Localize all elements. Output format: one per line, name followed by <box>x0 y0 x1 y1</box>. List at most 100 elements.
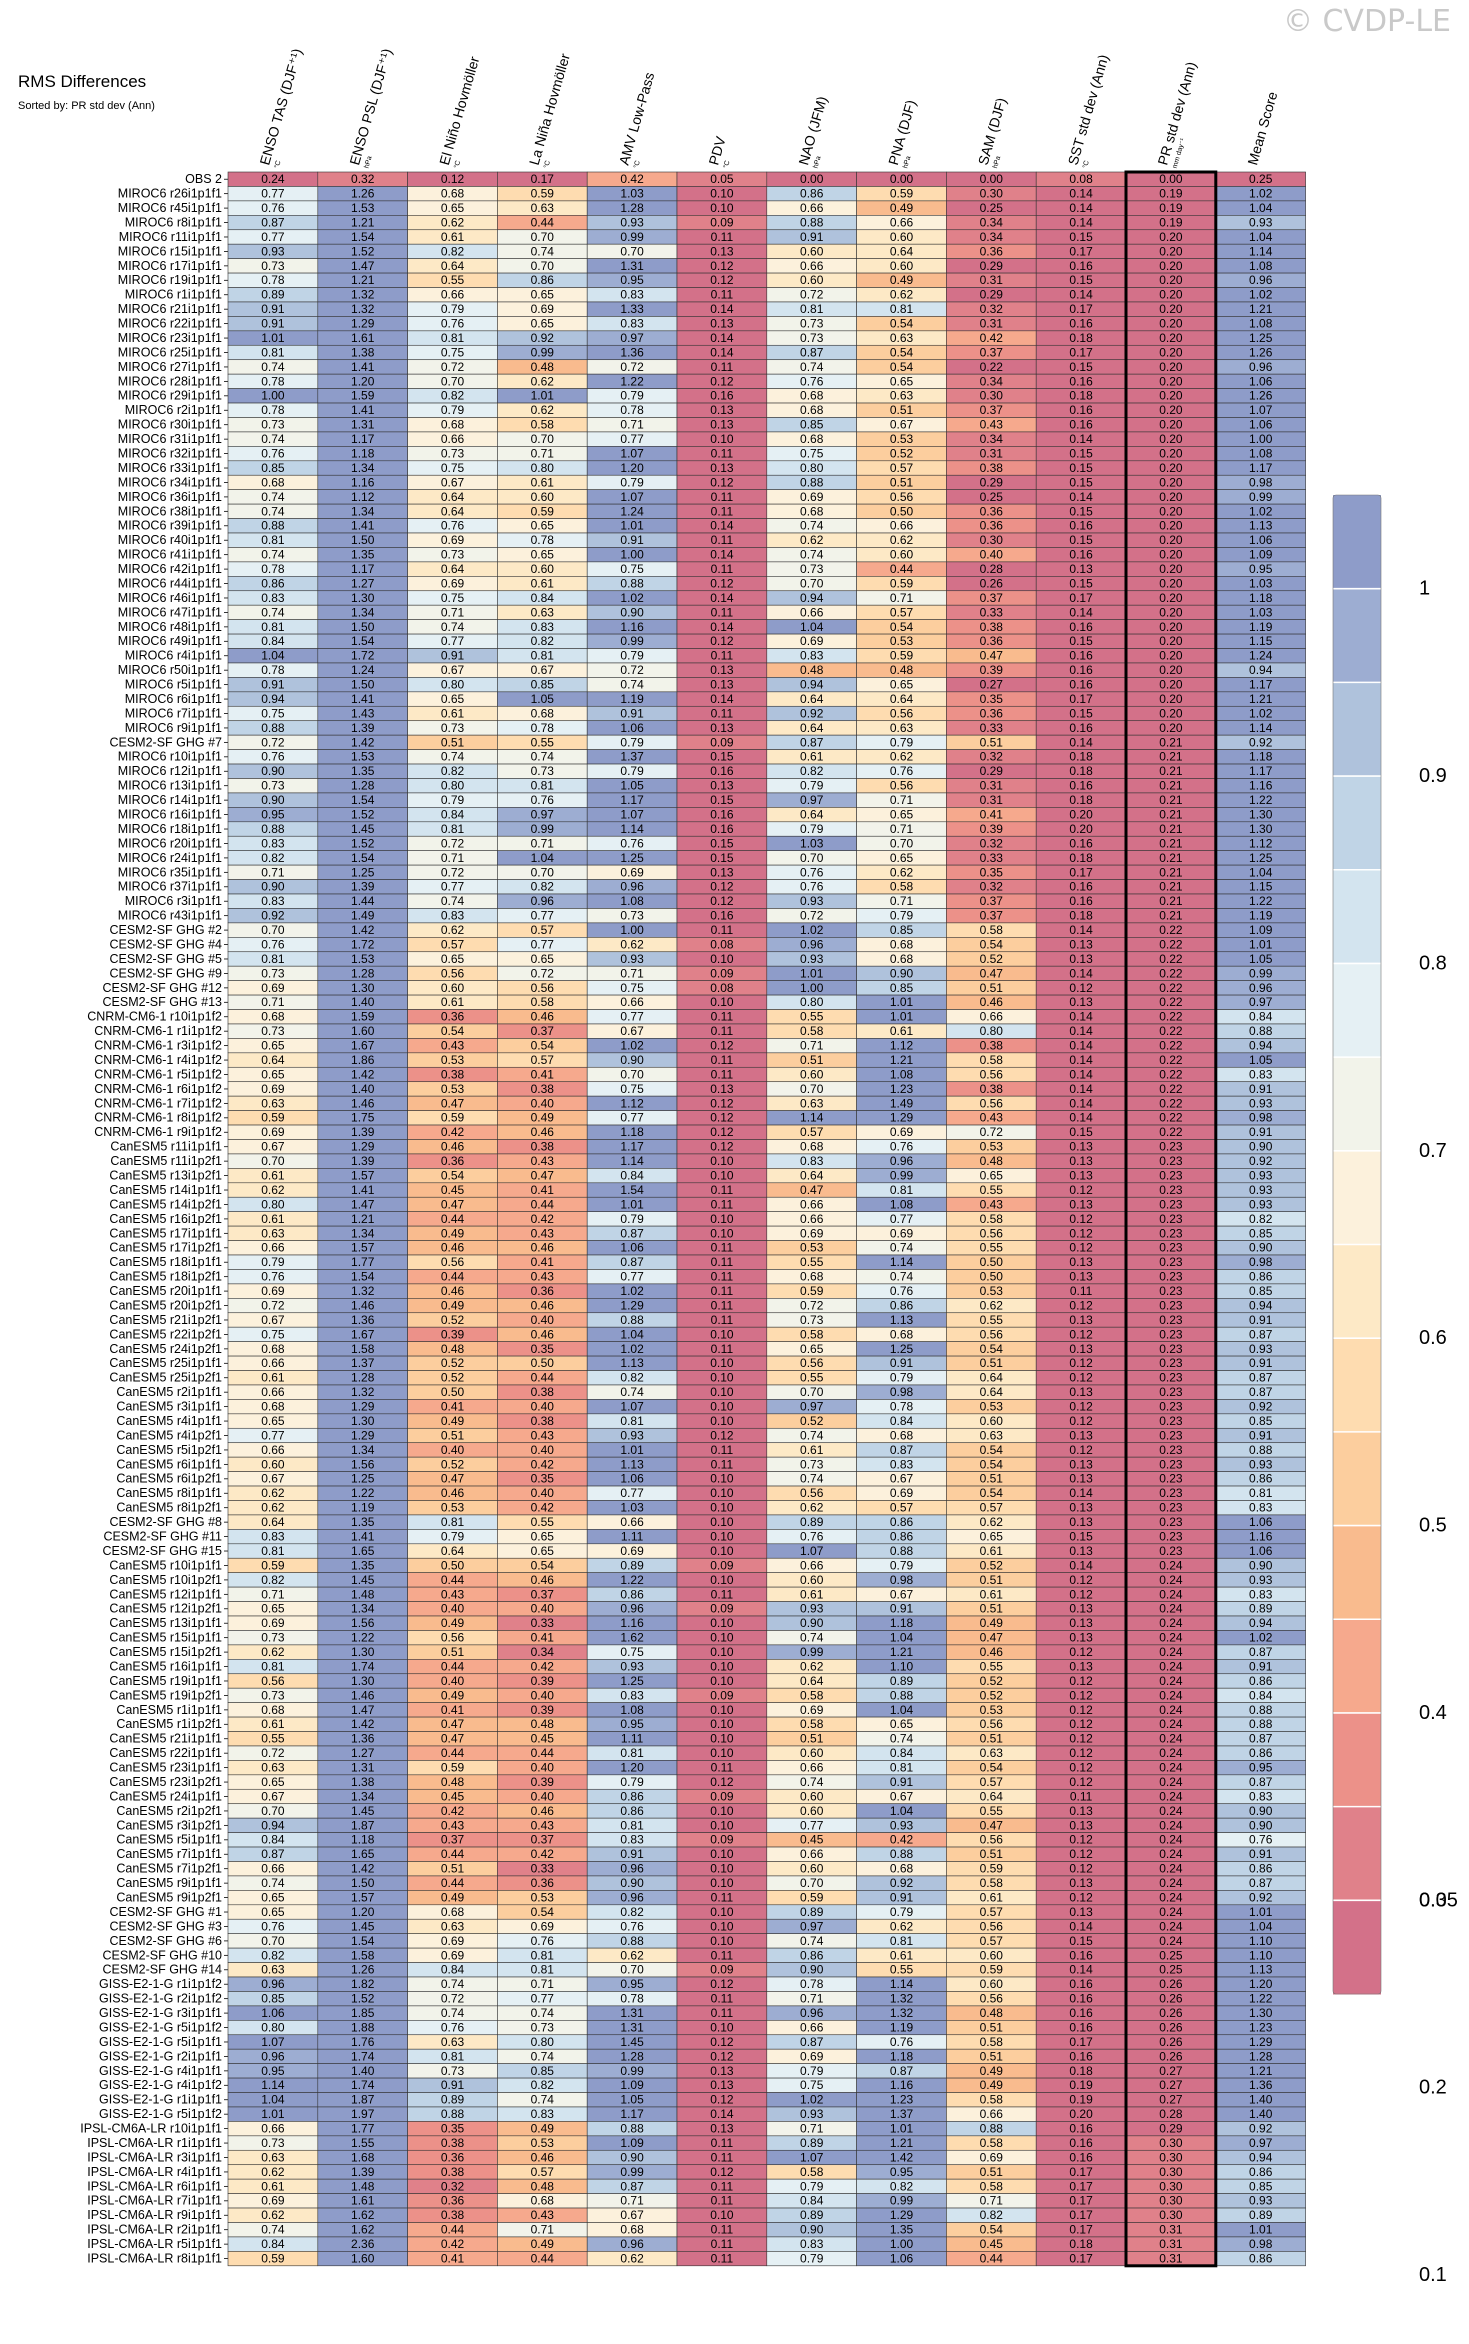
cell-value: 0.41 <box>531 1183 555 1197</box>
cell-value: 0.74 <box>800 1428 824 1442</box>
cell-value: 0.68 <box>261 1703 285 1717</box>
cell-value: 0.60 <box>531 562 555 576</box>
cell-value: 0.72 <box>261 1298 285 1312</box>
cell-value: 1.06 <box>1249 1544 1273 1558</box>
cell-value: 0.63 <box>531 201 555 215</box>
cell-value: 1.03 <box>620 1501 644 1515</box>
cell-value: 0.81 <box>261 1659 285 1673</box>
cell-value: 0.51 <box>441 1862 465 1876</box>
cell-value: 0.76 <box>261 447 285 461</box>
cell-value: 0.38 <box>531 1414 555 1428</box>
cell-value: 0.44 <box>531 2252 555 2266</box>
cell-value: 0.81 <box>531 779 555 793</box>
cell-value: 0.72 <box>800 1298 824 1312</box>
cell-value: 0.54 <box>980 2223 1004 2237</box>
cell-value: 0.16 <box>1069 403 1093 417</box>
cell-value: 0.90 <box>800 2223 824 2237</box>
cell-value: 0.84 <box>890 1746 914 1760</box>
cell-value: 0.31 <box>980 793 1004 807</box>
cell-value: 0.09 <box>710 966 734 980</box>
cell-value: 0.11 <box>711 1313 734 1327</box>
cell-value: 1.22 <box>1249 1992 1273 2006</box>
cell-value: 0.88 <box>800 215 824 229</box>
cell-value: 0.29 <box>980 475 1004 489</box>
cell-value: 0.14 <box>1069 1486 1093 1500</box>
cell-value: 0.87 <box>620 1255 644 1269</box>
cell-value: 0.25 <box>980 201 1004 215</box>
cell-value: 1.16 <box>1249 1530 1273 1544</box>
cell-value: 0.68 <box>800 1270 824 1284</box>
cell-value: 0.10 <box>710 1616 734 1630</box>
cell-value: 0.36 <box>531 1284 555 1298</box>
colorbar-tick-label: 0.8 <box>1419 952 1447 974</box>
cell-value: 0.87 <box>800 345 824 359</box>
cell-value: 0.81 <box>531 1963 555 1977</box>
cell-value: 0.95 <box>620 273 644 287</box>
cell-value: 0.90 <box>1249 1804 1273 1818</box>
cell-value: 0.77 <box>531 937 555 951</box>
cell-value: 0.53 <box>890 634 914 648</box>
cell-value: 0.48 <box>890 663 914 677</box>
row-label: CanESM5 r18i1p2f1 <box>109 1270 222 1284</box>
cell-value: 1.50 <box>351 533 375 547</box>
cell-value: 0.52 <box>441 1313 465 1327</box>
cell-value: 0.10 <box>710 1472 734 1486</box>
cell-value: 0.13 <box>710 678 734 692</box>
cell-value: 0.69 <box>890 1226 914 1240</box>
cell-value: 1.87 <box>351 1818 375 1832</box>
cell-value: 0.93 <box>261 244 285 258</box>
cell-value: 0.44 <box>441 1746 465 1760</box>
cell-value: 0.64 <box>800 808 824 822</box>
cell-value: 0.12 <box>1069 1761 1093 1775</box>
cell-value: 0.69 <box>890 1486 914 1500</box>
cell-value: 1.06 <box>620 1241 644 1255</box>
cell-value: 0.60 <box>890 230 914 244</box>
row-label: CanESM5 r22i1p1f1 <box>109 1746 222 1760</box>
cell-value: 0.60 <box>980 1414 1004 1428</box>
cell-value: 0.81 <box>1249 1486 1273 1500</box>
cell-value: 0.17 <box>1069 2208 1093 2222</box>
cell-value: 0.47 <box>980 649 1004 663</box>
row-label: CNRM-CM6-1 r5i1p1f2 <box>94 1067 222 1081</box>
cell-value: 0.65 <box>261 1067 285 1081</box>
cell-value: 0.90 <box>261 880 285 894</box>
cell-value: 0.74 <box>800 1775 824 1789</box>
cell-value: 1.36 <box>620 345 644 359</box>
cell-value: 0.93 <box>1249 2194 1273 2208</box>
cell-value: 0.23 <box>1159 1400 1183 1414</box>
cell-value: 0.69 <box>441 576 465 590</box>
cell-value: 1.54 <box>351 1270 375 1284</box>
cell-value: 0.77 <box>441 880 465 894</box>
cell-value: 0.71 <box>890 822 914 836</box>
cell-value: 1.01 <box>1249 2223 1273 2237</box>
cell-value: 1.62 <box>620 1631 644 1645</box>
cell-value: 1.04 <box>890 1703 914 1717</box>
row-label: MIROC6 r3i1p1f1 <box>125 894 222 908</box>
cell-value: 0.65 <box>441 201 465 215</box>
column-label: NAO (JFM) <box>795 94 830 166</box>
cell-value: 0.10 <box>710 1717 734 1731</box>
cell-value: 0.81 <box>441 2049 465 2063</box>
column-label: El Niño Hovmöller <box>436 54 482 166</box>
cell-value: 0.94 <box>1249 2150 1273 2164</box>
cell-value: 0.82 <box>261 851 285 865</box>
cell-value: 0.16 <box>1069 678 1093 692</box>
colorbar-segment <box>1333 1712 1381 1808</box>
cell-value: 1.04 <box>261 2093 285 2107</box>
column-header: PNA (DJF)hPa <box>885 98 919 169</box>
cell-value: 0.65 <box>261 1039 285 1053</box>
cell-value: 0.62 <box>890 288 914 302</box>
cell-value: 1.30 <box>351 1414 375 1428</box>
cell-value: 0.11 <box>711 288 734 302</box>
cell-value: 0.47 <box>980 966 1004 980</box>
cell-value: 0.87 <box>890 2064 914 2078</box>
cell-value: 0.66 <box>800 201 824 215</box>
cell-value: 1.17 <box>351 562 375 576</box>
cell-value: 1.21 <box>890 1053 914 1067</box>
cell-value: 0.53 <box>531 2136 555 2150</box>
row-label: CESM2-SF GHG #4 <box>109 937 222 951</box>
cell-value: 0.59 <box>261 2252 285 2266</box>
cell-value: 1.23 <box>1249 2020 1273 2034</box>
cell-value: 0.54 <box>531 1039 555 1053</box>
cell-value: 0.12 <box>710 1428 734 1442</box>
